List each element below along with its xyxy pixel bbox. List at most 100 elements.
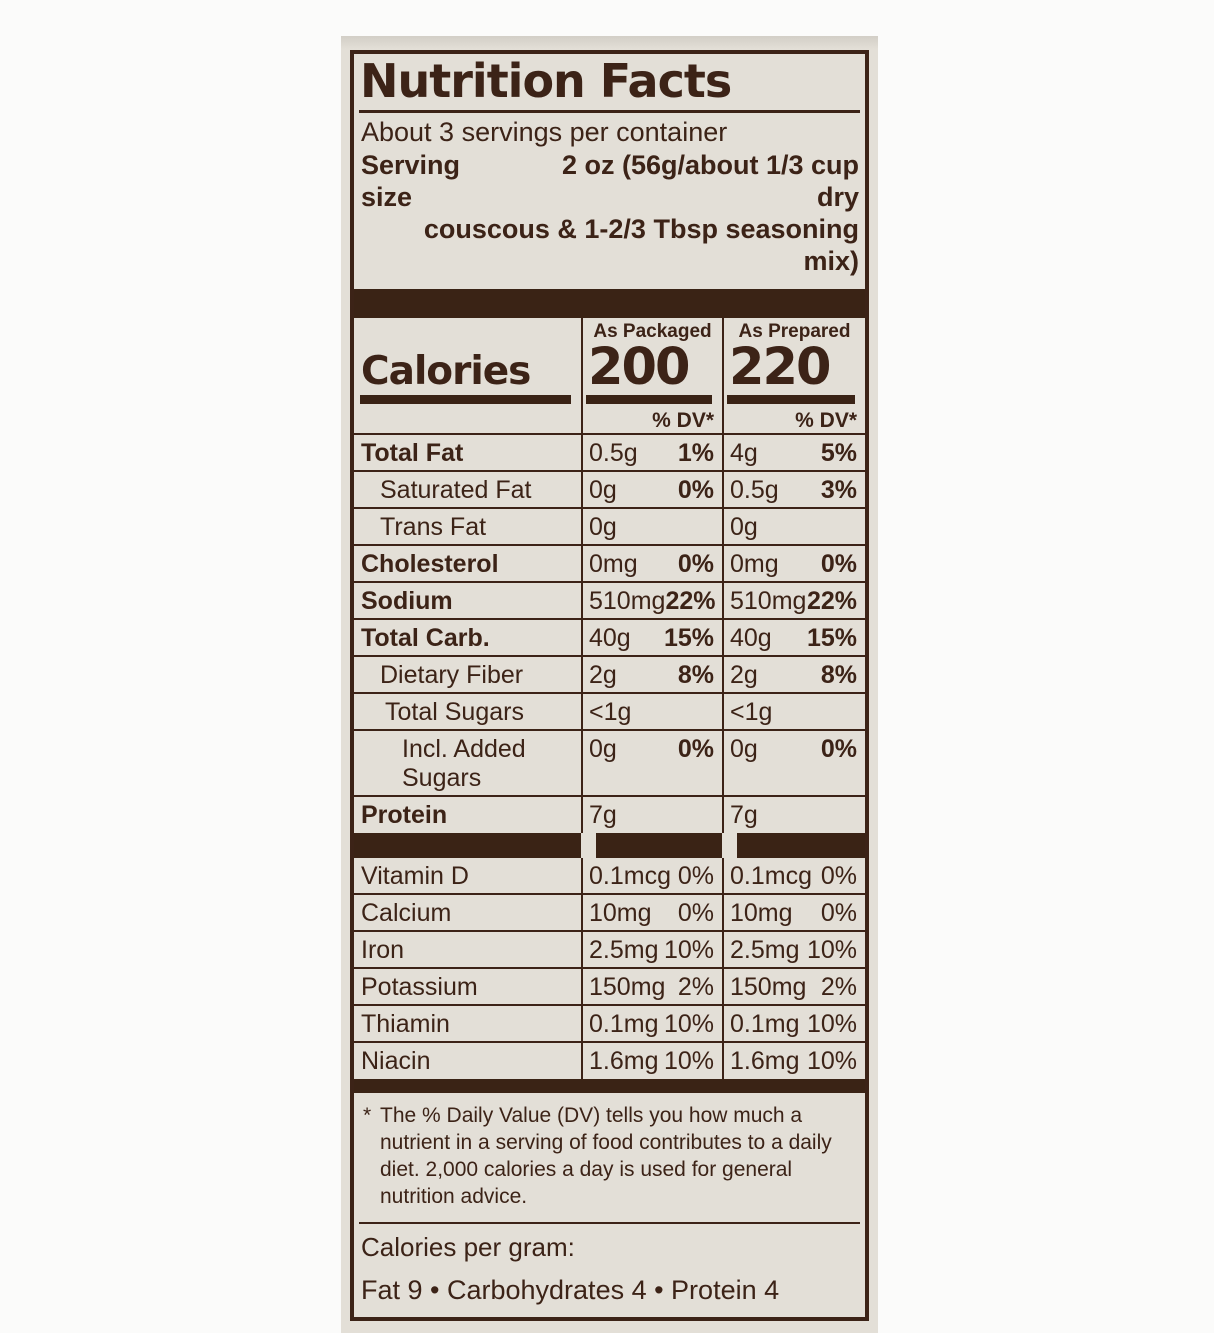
prepared-amount: 40g — [730, 624, 772, 653]
title-rule — [359, 109, 860, 113]
prepared-amount: 150mg — [730, 973, 807, 1002]
prepared-dv: 3% — [820, 476, 857, 505]
prepared-amount: 510mg — [730, 587, 807, 616]
nutrient-label: Incl. Added Sugars — [402, 735, 526, 793]
packaged-dv: 10% — [663, 1010, 714, 1039]
calories-underline — [360, 395, 571, 405]
serving-size-value-line1: 2 oz (56g/about 1/3 cup dry — [561, 149, 859, 212]
as-prepared-header: As Prepared — [738, 320, 851, 342]
dv-footnote: * The % Daily Value (DV) tells you how m… — [354, 1093, 865, 1218]
dv-header-packaged: % DV* — [581, 404, 722, 434]
prepared-dv: 10% — [806, 1010, 857, 1039]
packaged-amount: 0mg — [589, 550, 638, 579]
packaged-dv: 10% — [663, 936, 714, 965]
vitamin-label: Vitamin D — [361, 862, 469, 891]
vitamin-label: Calcium — [361, 899, 452, 928]
nutrient-label: Sodium — [361, 587, 453, 616]
nutrition-facts-label: Nutrition Facts About 3 servings per con… — [350, 50, 869, 1322]
footnote-text: The % Daily Value (DV) tells you how muc… — [380, 1104, 832, 1209]
calories-underline — [586, 395, 712, 405]
bottom-separator-bar — [354, 1079, 865, 1094]
packaged-amount: 1.6mg — [589, 1047, 659, 1076]
nutrient-label: Protein — [361, 801, 448, 830]
packaged-amount: 10mg — [589, 899, 652, 928]
row-saturated-fat: Saturated Fat 0g 0% 0.5g 3% — [354, 472, 865, 510]
row-calcium: Calcium 10mg 0% 10mg 0% — [354, 895, 865, 933]
packaged-dv: 15% — [663, 624, 714, 653]
calories-label: Calories — [361, 348, 531, 394]
row-thiamin: Thiamin 0.1mg 10% 0.1mg 10% — [354, 1006, 865, 1044]
packaged-dv: 8% — [677, 661, 714, 690]
packaged-amount: 0g — [589, 476, 617, 505]
nutrient-label: Total Carb. — [361, 624, 490, 653]
calories-per-gram-values: Fat 9 • Carbohydrates 4 • Protein 4 — [361, 1275, 780, 1306]
prepared-amount: 2.5mg — [730, 936, 800, 965]
packaged-dv: 2% — [677, 973, 714, 1002]
vitamin-label: Potassium — [361, 973, 478, 1002]
prepared-dv: 0% — [820, 862, 857, 891]
nutrient-label: Dietary Fiber — [380, 661, 524, 690]
packaged-dv: 0% — [677, 735, 714, 764]
row-cholesterol: Cholesterol 0mg 0% 0mg 0% — [354, 546, 865, 584]
prepared-amount: 7g — [730, 801, 758, 830]
row-protein: Protein 7g 7g — [354, 797, 865, 834]
calories-per-gram-label: Calories per gram: — [361, 1232, 575, 1263]
nutrient-table: Total Fat 0.5g 1% 4g 5% Saturated Fat 0g 0%… — [354, 435, 865, 834]
thick-separator-bar — [354, 288, 865, 318]
row-vitamin-d: Vitamin D 0.1mcg 0% 0.1mcg 0% — [354, 858, 865, 896]
packaged-dv: 0% — [677, 550, 714, 579]
prepared-amount: <1g — [730, 698, 773, 727]
prepared-amount: 0.5g — [730, 476, 779, 505]
prepared-dv: 0% — [820, 550, 857, 579]
calories-as-packaged: 200 — [588, 337, 690, 397]
nutrition-facts-title: Nutrition Facts — [360, 54, 732, 108]
prepared-dv: 2% — [820, 973, 857, 1002]
prepared-dv: 10% — [806, 936, 857, 965]
row-sodium: Sodium 510mg 22% 510mg 22% — [354, 583, 865, 621]
row-added-sugars: Incl. Added Sugars 0g 0% 0g 0% — [354, 731, 865, 798]
as-prepared-column-header: As Prepared 220 — [722, 317, 865, 405]
row-dietary-fiber: Dietary Fiber 2g 8% 2g 8% — [354, 657, 865, 695]
footnote-asterisk: * — [363, 1104, 372, 1128]
prepared-amount: 0mg — [730, 550, 779, 579]
packaged-amount: 510mg — [589, 587, 666, 616]
nutrient-label: Total Fat — [361, 439, 464, 468]
prepared-dv: 22% — [806, 587, 857, 616]
row-total-sugars: Total Sugars <1g <1g — [354, 694, 865, 732]
prepared-amount: 0g — [730, 513, 758, 542]
packaged-dv: 0% — [677, 476, 714, 505]
prepared-amount: 4g — [730, 439, 758, 468]
product-photo: { "colors": { "ink": "#3c2317", "label_b… — [341, 36, 878, 1333]
as-packaged-header: As Packaged — [593, 320, 712, 342]
packaged-amount: 2g — [589, 661, 617, 690]
nutrient-label: Saturated Fat — [380, 476, 532, 505]
dv-header-prepared: % DV* — [722, 404, 865, 434]
package-panel: Nutrition Facts About 3 servings per con… — [341, 36, 878, 1333]
split-separator-bar — [354, 833, 865, 859]
packaged-amount: 40g — [589, 624, 631, 653]
prepared-dv: 5% — [820, 439, 857, 468]
packaged-amount: 150mg — [589, 973, 666, 1002]
row-total-carb: Total Carb. 40g 15% 40g 15% — [354, 620, 865, 658]
dv-header-row: % DV* % DV* — [354, 404, 865, 436]
prepared-amount: 10mg — [730, 899, 793, 928]
packaged-amount: 0g — [589, 735, 617, 764]
packaged-amount: 0.1mcg — [589, 862, 671, 891]
nutrient-label: Trans Fat — [380, 513, 487, 542]
prepared-dv: 15% — [806, 624, 857, 653]
packaged-amount: 0.1mg — [589, 1010, 659, 1039]
prepared-amount: 0.1mg — [730, 1010, 800, 1039]
packaged-dv: 22% — [665, 587, 716, 616]
nutrient-label: Cholesterol — [361, 550, 499, 579]
serving-size-value-line2: couscous & 1-2/3 Tbsp seasoning mix) — [423, 213, 859, 276]
vitamin-label: Iron — [361, 936, 405, 965]
calories-underline — [727, 395, 855, 405]
packaged-dv: 10% — [663, 1047, 714, 1076]
row-trans-fat: Trans Fat 0g 0g — [354, 509, 865, 547]
row-potassium: Potassium 150mg 2% 150mg 2% — [354, 969, 865, 1007]
prepared-dv: 8% — [820, 661, 857, 690]
packaged-dv: 1% — [677, 439, 714, 468]
vitamin-table: Vitamin D 0.1mcg 0% 0.1mcg 0% Calcium 10mg… — [354, 858, 865, 1080]
vitamin-label: Niacin — [361, 1047, 431, 1076]
servings-per-container: About 3 servings per container — [361, 116, 728, 147]
